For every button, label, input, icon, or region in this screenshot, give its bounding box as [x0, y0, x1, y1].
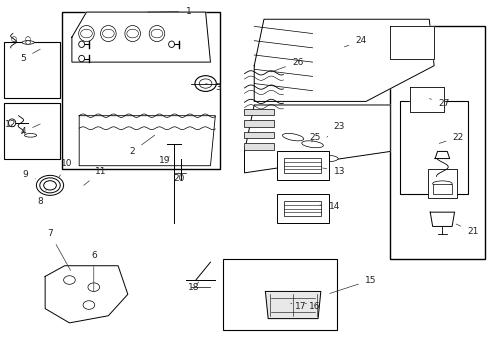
Polygon shape: [265, 292, 320, 319]
Circle shape: [43, 181, 56, 190]
Polygon shape: [389, 26, 433, 59]
Ellipse shape: [79, 26, 94, 41]
Ellipse shape: [286, 155, 308, 162]
Bar: [276, 151, 328, 180]
Polygon shape: [429, 212, 454, 226]
Bar: [389, 26, 484, 258]
Text: 14: 14: [319, 202, 340, 211]
Text: 17: 17: [290, 302, 305, 311]
Polygon shape: [244, 105, 389, 173]
Polygon shape: [72, 12, 210, 62]
Text: 3: 3: [205, 83, 220, 92]
Circle shape: [40, 178, 60, 193]
Ellipse shape: [79, 41, 84, 48]
Text: 18: 18: [187, 282, 199, 292]
Text: 10: 10: [59, 159, 73, 177]
Circle shape: [81, 29, 92, 38]
Ellipse shape: [124, 26, 140, 41]
Bar: [276, 194, 328, 223]
Ellipse shape: [149, 26, 164, 41]
Circle shape: [195, 76, 216, 91]
Circle shape: [63, 276, 75, 284]
Text: 24: 24: [344, 36, 366, 47]
Text: 2: 2: [130, 135, 154, 156]
Polygon shape: [45, 266, 127, 323]
Text: 20: 20: [173, 173, 184, 183]
Text: 19: 19: [158, 156, 170, 165]
Ellipse shape: [168, 41, 174, 48]
Circle shape: [36, 175, 63, 195]
Text: 11: 11: [83, 167, 106, 185]
Ellipse shape: [316, 156, 337, 162]
Bar: [432, 184, 451, 194]
Bar: [244, 143, 273, 150]
Ellipse shape: [282, 134, 303, 141]
Text: 16: 16: [305, 302, 320, 311]
Ellipse shape: [101, 26, 116, 41]
Text: ○: ○: [25, 36, 31, 42]
Circle shape: [151, 29, 163, 38]
Bar: [62, 12, 220, 169]
Circle shape: [126, 29, 138, 38]
Ellipse shape: [8, 119, 16, 127]
Ellipse shape: [301, 141, 323, 148]
Bar: [284, 158, 321, 173]
Bar: [222, 258, 336, 330]
Ellipse shape: [432, 181, 451, 186]
Circle shape: [88, 283, 100, 292]
Polygon shape: [254, 19, 433, 102]
Ellipse shape: [24, 134, 37, 137]
Text: 1: 1: [147, 7, 191, 16]
Text: 25: 25: [309, 132, 320, 142]
Ellipse shape: [79, 55, 84, 62]
Bar: [427, 169, 456, 198]
Text: 13: 13: [322, 167, 345, 176]
Bar: [284, 201, 321, 216]
Bar: [244, 120, 273, 127]
Text: 21: 21: [455, 224, 478, 236]
Text: 15: 15: [329, 275, 376, 293]
Circle shape: [102, 29, 114, 38]
Bar: [244, 132, 273, 138]
Circle shape: [199, 79, 211, 88]
Bar: [4, 103, 60, 158]
Text: 8: 8: [38, 190, 46, 206]
Bar: [244, 109, 273, 115]
Text: 12: 12: [5, 120, 17, 129]
Text: 26: 26: [271, 58, 303, 72]
Circle shape: [83, 301, 95, 309]
Bar: [4, 42, 60, 98]
Text: 22: 22: [438, 132, 463, 143]
Text: 5: 5: [20, 49, 40, 63]
Ellipse shape: [22, 41, 34, 44]
Bar: [399, 102, 467, 194]
Circle shape: [26, 41, 30, 44]
Text: 9: 9: [23, 170, 35, 179]
Polygon shape: [409, 87, 443, 112]
Text: 6: 6: [91, 251, 97, 292]
Text: 27: 27: [428, 99, 448, 108]
Text: 7: 7: [47, 229, 70, 270]
Polygon shape: [434, 152, 449, 158]
Text: 23: 23: [326, 122, 345, 137]
Text: ○: ○: [10, 36, 17, 42]
Text: 4: 4: [20, 124, 40, 136]
